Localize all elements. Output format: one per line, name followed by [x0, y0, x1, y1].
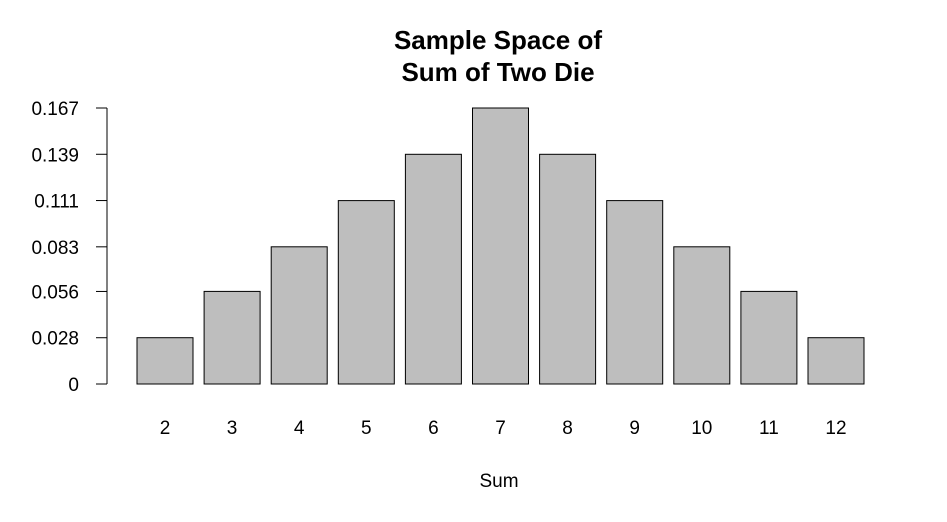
- x-tick-label: 2: [160, 418, 171, 439]
- bars: [136, 107, 865, 385]
- x-tick-label: 11: [759, 418, 779, 439]
- y-axis: 0 0.028 0.056 0.083 0.111 0.139 0.167: [31, 99, 108, 396]
- bar-3: [203, 290, 261, 385]
- x-tick-label: 10: [691, 418, 712, 439]
- y-tick-label: 0: [68, 375, 79, 396]
- bar-8: [539, 153, 597, 385]
- bar-10: [673, 246, 731, 385]
- bar-9: [606, 200, 664, 385]
- chart-title-line-1: Sample Space of: [394, 25, 602, 55]
- y-tick-label: 0.028: [31, 329, 79, 350]
- x-tick-label: 6: [428, 418, 439, 439]
- chart-title-line-2: Sum of Two Die: [401, 57, 594, 87]
- x-axis-title: Sum: [479, 471, 518, 492]
- x-tick-label: 7: [495, 418, 506, 439]
- x-tick-labels: 2 3 4 5 6 7 8 9 10 11 12: [160, 418, 847, 439]
- bar-4: [270, 246, 328, 385]
- bar-12: [807, 337, 865, 385]
- bar-2: [136, 337, 194, 385]
- bar-5: [337, 200, 395, 385]
- y-tick-label: 0.056: [31, 282, 79, 303]
- x-tick-label: 3: [227, 418, 238, 439]
- x-tick-label: 9: [629, 418, 640, 439]
- x-tick-label: 4: [294, 418, 305, 439]
- bar-6: [404, 153, 462, 385]
- bar-11: [740, 290, 798, 385]
- y-tick-label: 0.167: [31, 99, 79, 120]
- x-tick-label: 8: [562, 418, 573, 439]
- bar-7: [472, 107, 529, 385]
- x-tick-label: 12: [825, 418, 846, 439]
- x-tick-label: 5: [361, 418, 372, 439]
- y-tick-label: 0.111: [34, 192, 79, 213]
- y-tick-label: 0.139: [31, 145, 79, 166]
- y-tick-label: 0.083: [31, 238, 79, 259]
